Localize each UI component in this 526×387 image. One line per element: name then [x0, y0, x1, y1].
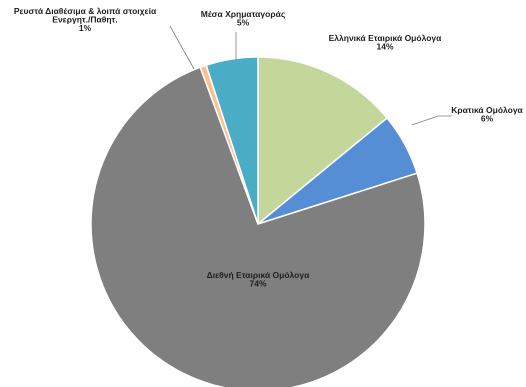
- slice-label-line: Ρευστά Διαθέσιμα & λοιπά στοιχεία: [14, 6, 157, 16]
- leader-line-3: [169, 25, 195, 70]
- slice-label-line: 14%: [376, 42, 393, 52]
- slice-label-1: Κρατικά Ομόλογα 6%: [451, 105, 523, 124]
- slice-label-4: Μέσα Χρηματαγοράς 5%: [201, 9, 286, 28]
- pie-slice-4: [205, 56, 259, 225]
- slice-label-line: Ενεργητ./Παθητ.: [52, 15, 117, 25]
- slice-label-line: Ελληνικά Εταιρικά Ομόλογα: [329, 33, 442, 43]
- slice-label-line: 74%: [249, 279, 266, 289]
- slice-label-0: Ελληνικά Εταιρικά Ομόλογα 14%: [329, 33, 442, 52]
- slice-label-line: 1%: [79, 23, 92, 33]
- leader-line-1: [411, 115, 452, 126]
- leader-lines-layer: [169, 25, 452, 126]
- slice-label-3: Ρευστά Διαθέσιμα & λοιπά στοιχεία Ενεργητ…: [14, 6, 157, 33]
- slices-layer: [90, 56, 426, 387]
- labels-layer: Ελληνικά Εταιρικά Ομόλογα 14% Κρατικά Ομόλ…: [14, 6, 524, 289]
- slice-label-line: 5%: [237, 18, 250, 28]
- slice-label-2: Διεθνή Εταιρικά Ομόλογα 74%: [207, 270, 310, 289]
- slice-label-line: Μέσα Χρηματαγοράς: [201, 9, 286, 19]
- pie-slice-2: [90, 66, 426, 387]
- slice-label-line: Κρατικά Ομόλογα: [451, 105, 523, 115]
- slice-label-line: 6%: [481, 114, 494, 124]
- pie-slice-0: [257, 56, 389, 226]
- slice-label-line: Διεθνή Εταιρικά Ομόλογα: [207, 270, 310, 280]
